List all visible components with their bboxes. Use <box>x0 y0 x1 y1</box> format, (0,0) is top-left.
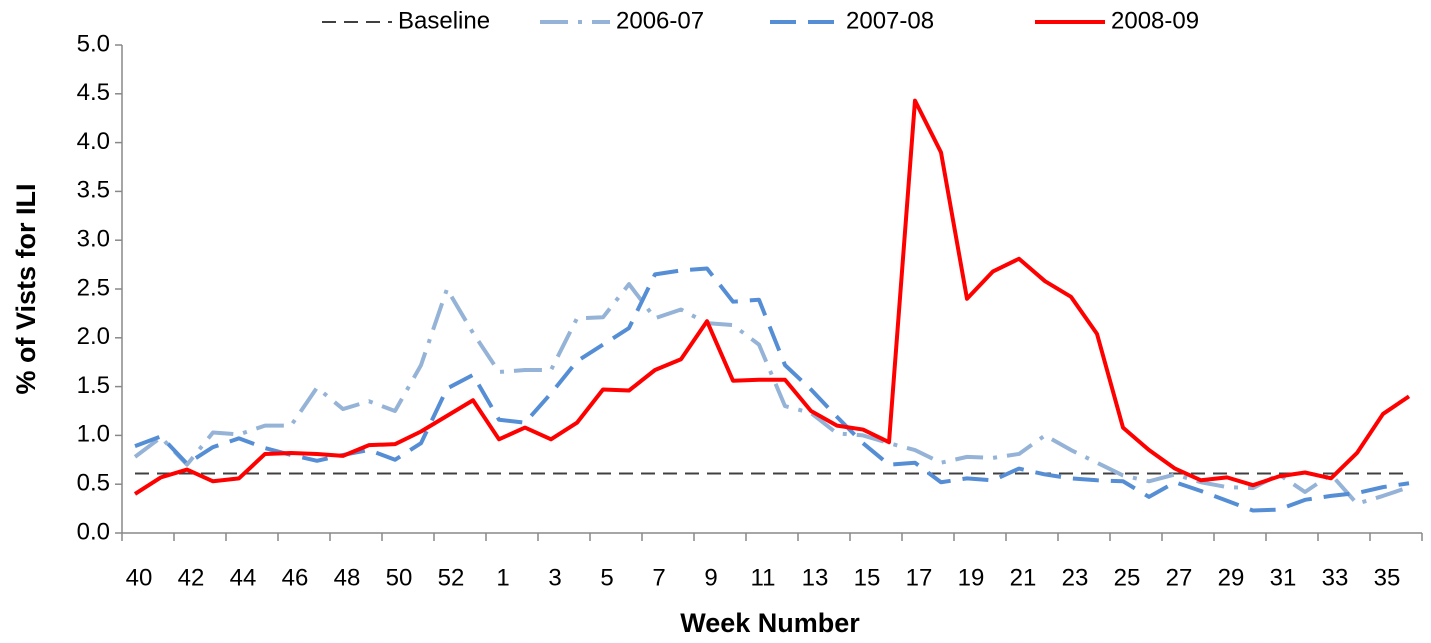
legend-label: Baseline <box>398 7 490 34</box>
y-tick-label: 4.5 <box>77 79 110 106</box>
x-tick-label: 9 <box>704 564 717 591</box>
x-tick-label: 31 <box>1270 564 1297 591</box>
x-tick-label: 44 <box>230 564 257 591</box>
y-tick-label: 3.0 <box>77 226 110 253</box>
y-tick-label: 4.0 <box>77 128 110 155</box>
y-tick-label: 5.0 <box>77 30 110 57</box>
x-tick-label: 27 <box>1166 564 1193 591</box>
x-tick-label: 25 <box>1114 564 1141 591</box>
y-tick-label: 1.0 <box>77 421 110 448</box>
x-tick-label: 17 <box>906 564 933 591</box>
x-tick-label: 46 <box>282 564 309 591</box>
x-tick-label: 29 <box>1218 564 1245 591</box>
x-tick-label: 11 <box>751 564 776 591</box>
x-tick-label: 5 <box>600 564 613 591</box>
x-tick-label: 35 <box>1374 564 1401 591</box>
legend-label: 2007-08 <box>846 7 934 34</box>
x-tick-label: 40 <box>126 564 153 591</box>
y-tick-label: 1.5 <box>77 372 110 399</box>
x-tick-label: 13 <box>802 564 829 591</box>
x-tick-label: 52 <box>438 564 465 591</box>
x-tick-label: 1 <box>496 564 509 591</box>
y-tick-label: 2.5 <box>77 274 110 301</box>
y-tick-label: 3.5 <box>77 177 110 204</box>
x-tick-label: 3 <box>548 564 561 591</box>
y-tick-label: 0.5 <box>77 470 110 497</box>
x-tick-label: 23 <box>1062 564 1089 591</box>
x-tick-label: 48 <box>334 564 361 591</box>
legend-label: 2006-07 <box>616 7 704 34</box>
y-tick-label: 0.0 <box>77 518 110 545</box>
x-axis-title: Week Number <box>680 608 860 638</box>
x-tick-label: 33 <box>1322 564 1349 591</box>
series-line <box>133 282 1410 506</box>
x-tick-label: 15 <box>854 564 881 591</box>
x-tick-label: 50 <box>386 564 413 591</box>
x-tick-label: 42 <box>178 564 205 591</box>
y-axis-title: % of Vists for ILI <box>11 183 41 394</box>
y-tick-label: 2.0 <box>77 323 110 350</box>
x-tick-label: 7 <box>652 564 665 591</box>
x-tick-label: 19 <box>958 564 985 591</box>
legend-label: 2008-09 <box>1111 7 1199 34</box>
series-line <box>133 98 1411 496</box>
x-tick-label: 21 <box>1010 564 1037 591</box>
